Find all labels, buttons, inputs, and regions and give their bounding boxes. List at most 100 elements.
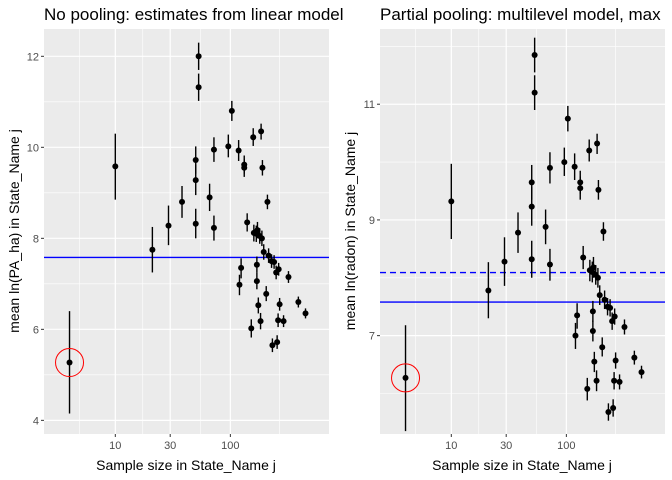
data-point xyxy=(285,274,292,281)
data-point xyxy=(195,53,202,60)
x-axis-label: Sample size in State_Name j xyxy=(432,457,612,473)
data-point xyxy=(210,146,217,153)
data-point xyxy=(259,164,266,171)
data-point xyxy=(612,357,619,364)
data-point xyxy=(601,296,608,303)
data-point xyxy=(515,229,522,236)
plot-area-background xyxy=(44,29,329,434)
data-point xyxy=(577,179,584,186)
x-tick-label: 100 xyxy=(557,440,575,452)
data-point xyxy=(528,179,535,186)
data-point xyxy=(571,163,578,170)
data-point xyxy=(275,266,282,273)
data-point xyxy=(594,140,601,147)
y-tick-label: 10 xyxy=(27,142,39,154)
data-point xyxy=(616,378,623,385)
data-point xyxy=(596,292,603,299)
data-point xyxy=(254,227,261,234)
data-point xyxy=(264,198,271,205)
y-axis-label: mean ln(PA_ha) in State_Name j xyxy=(6,129,22,333)
reference-lines xyxy=(380,271,665,303)
data-point xyxy=(594,274,601,281)
data-point xyxy=(248,325,255,332)
data-point xyxy=(610,404,617,411)
data-point xyxy=(638,369,645,376)
minor-gridlines xyxy=(44,29,329,434)
data-point xyxy=(546,164,553,171)
data-point xyxy=(621,323,628,330)
y-axis-label: mean ln(radon) in State_Name j xyxy=(342,132,358,330)
x-axis-ticks: 10 30 100 xyxy=(109,434,240,452)
data-point xyxy=(253,261,260,268)
x-axis-label: Sample size in State_Name j xyxy=(96,457,276,473)
data-point xyxy=(274,339,281,346)
x-axis-ticks: 10 30 100 xyxy=(445,434,576,452)
data-point xyxy=(611,377,618,384)
data-point xyxy=(269,342,276,349)
data-point xyxy=(528,256,535,263)
y-tick-label: 4 xyxy=(33,415,39,427)
x-tick-label: 10 xyxy=(109,440,121,452)
data-point xyxy=(586,147,593,154)
data-point xyxy=(542,223,549,230)
data-point xyxy=(179,198,186,205)
data-point xyxy=(605,409,612,416)
data-point xyxy=(611,313,618,320)
data-point xyxy=(263,290,270,297)
data-point xyxy=(235,147,242,154)
x-tick-label: 100 xyxy=(221,440,239,452)
data-point xyxy=(593,377,600,384)
data-point xyxy=(589,328,596,335)
data-point xyxy=(206,194,213,201)
data-point xyxy=(448,198,455,205)
panel-partial-pooling: 10 30 100 7 9 11 Partial pooling: multilevel… xyxy=(342,5,665,473)
data-point xyxy=(241,164,248,171)
y-tick-label: 7 xyxy=(369,331,375,343)
data-point xyxy=(265,252,272,259)
major-gridlines xyxy=(44,29,329,434)
data-point xyxy=(149,246,156,253)
data-point xyxy=(276,301,283,308)
y-axis-ticks: 7 9 11 xyxy=(364,99,380,343)
y-tick-label: 11 xyxy=(364,99,375,111)
data-point xyxy=(574,312,581,319)
data-point xyxy=(250,134,257,141)
data-point xyxy=(561,159,568,166)
data-point xyxy=(591,358,598,365)
minor-gridlines xyxy=(380,29,665,434)
data-point xyxy=(531,52,538,59)
data-point xyxy=(192,177,199,184)
y-axis-ticks: 4 6 8 10 12 xyxy=(27,51,44,427)
chart-title: No pooling: estimates from linear model xyxy=(44,5,344,24)
panel-no-pooling: 10 30 100 4 6 8 10 12 No pooling: estimates fr… xyxy=(6,5,344,473)
y-tick-label: 9 xyxy=(369,215,375,227)
data-point xyxy=(302,310,309,317)
highlight-marker xyxy=(55,348,85,378)
data-point xyxy=(271,258,278,265)
data-point xyxy=(257,318,264,325)
plot-area-background xyxy=(380,29,665,434)
data-point xyxy=(195,84,202,91)
data-point xyxy=(546,261,553,268)
highlight-circle xyxy=(391,363,421,393)
data-point xyxy=(631,354,638,361)
x-tick-label: 30 xyxy=(164,440,176,452)
data-point xyxy=(260,248,267,255)
data-point xyxy=(228,107,235,114)
data-point xyxy=(485,287,492,294)
data-point xyxy=(192,220,199,227)
data-point xyxy=(577,185,584,192)
data-points xyxy=(402,52,645,416)
highlight-marker xyxy=(391,363,421,393)
data-point xyxy=(225,143,232,150)
data-point xyxy=(255,302,262,309)
data-point xyxy=(66,359,73,366)
data-point xyxy=(572,332,579,339)
data-point xyxy=(609,318,616,325)
data-point xyxy=(244,219,251,226)
data-point xyxy=(295,299,302,306)
data-point xyxy=(275,317,282,324)
data-point xyxy=(192,157,199,164)
data-points xyxy=(66,53,309,366)
